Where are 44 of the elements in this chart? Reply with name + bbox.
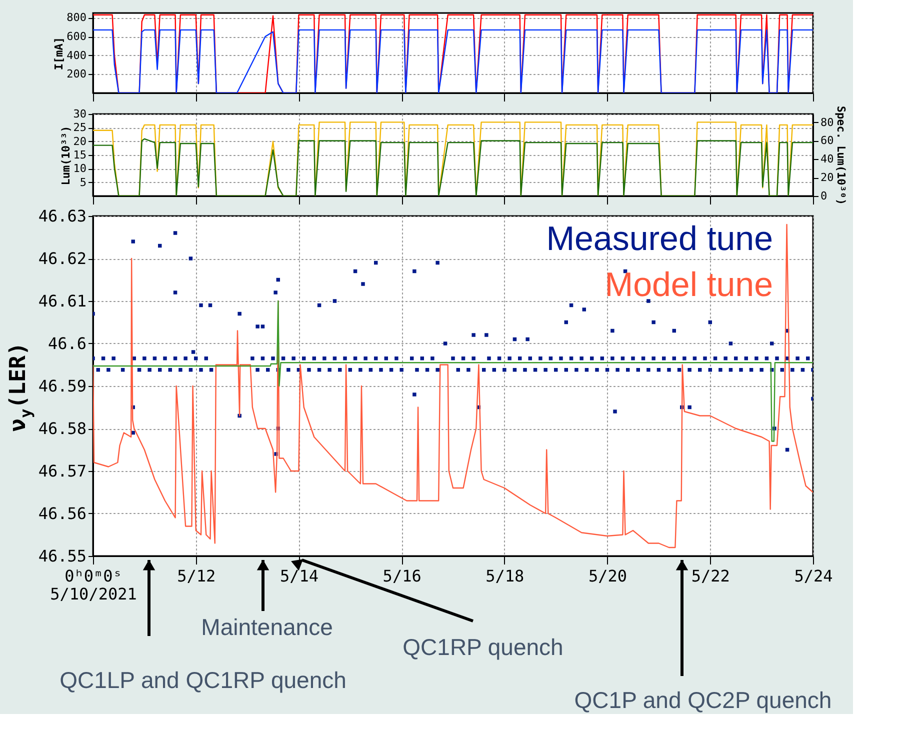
x-tick-label: 5/22 — [691, 566, 730, 586]
y-axis-title: Lum(10³³) — [59, 126, 72, 186]
y-tick-label: 600 — [66, 30, 86, 44]
y-tick-label: 10 — [73, 162, 86, 176]
series-label: Measured tune — [546, 220, 773, 258]
y-axis-title: νy(LER) — [6, 342, 35, 432]
y-tick-label: 30 — [73, 108, 86, 120]
series-label: Model tune — [604, 266, 773, 304]
text: QC1RP quench — [402, 634, 564, 660]
y2-tick-label: 20 — [820, 171, 834, 184]
line-series — [93, 300, 813, 442]
y2-tick-label: 80 — [820, 116, 834, 129]
y-tick-label: 46.63 — [38, 206, 86, 226]
x-tick-label: 5/16 — [382, 566, 422, 586]
x-tick-label: 5/24 — [794, 566, 833, 586]
x-tick-label: 5/18 — [486, 566, 524, 586]
y-tick-label: 46.6 — [48, 334, 86, 353]
y2-tick-label: 40 — [820, 152, 834, 166]
y-tick-label: 46.56 — [38, 504, 86, 523]
y2-axis-title: Spec. Lum(10³⁰) — [834, 106, 848, 206]
line-series — [93, 224, 813, 548]
y-tick-label: 46.57 — [38, 462, 86, 480]
y-tick-label: 200 — [66, 68, 86, 81]
x-tick-label: 5/12 — [177, 566, 216, 586]
y-tick-label: 46.59 — [38, 376, 86, 396]
x-tick-label: 5/14 — [280, 566, 318, 586]
y-tick-label: 400 — [66, 48, 86, 62]
y2-tick-label: 0 — [820, 190, 828, 202]
y-axis-title: I[mA] — [52, 36, 66, 70]
y-tick-label: 20 — [73, 134, 86, 148]
x-tick-label: 0ʰ0ᵐ0ˢ 5/10/2021 — [50, 566, 137, 604]
text: QC1P and QC2P quench — [574, 687, 832, 713]
text: Maintenance — [201, 614, 333, 640]
x-tick-label: 5/20 — [588, 566, 628, 586]
y-tick-label: 15 — [73, 148, 86, 162]
y-tick-label: 46.62 — [38, 249, 86, 268]
y-tick-label: 25 — [73, 121, 86, 134]
y-tick-label: 46.61 — [38, 292, 86, 310]
y-tick-label: 46.58 — [38, 419, 86, 438]
y-tick-label: 46.55 — [38, 546, 86, 566]
y-tick-label: 5 — [80, 176, 86, 189]
y-tick-label: 800 — [66, 11, 86, 24]
y2-tick-label: 60 — [820, 134, 834, 148]
text: QC1LP and QC1RP quench — [60, 667, 346, 693]
